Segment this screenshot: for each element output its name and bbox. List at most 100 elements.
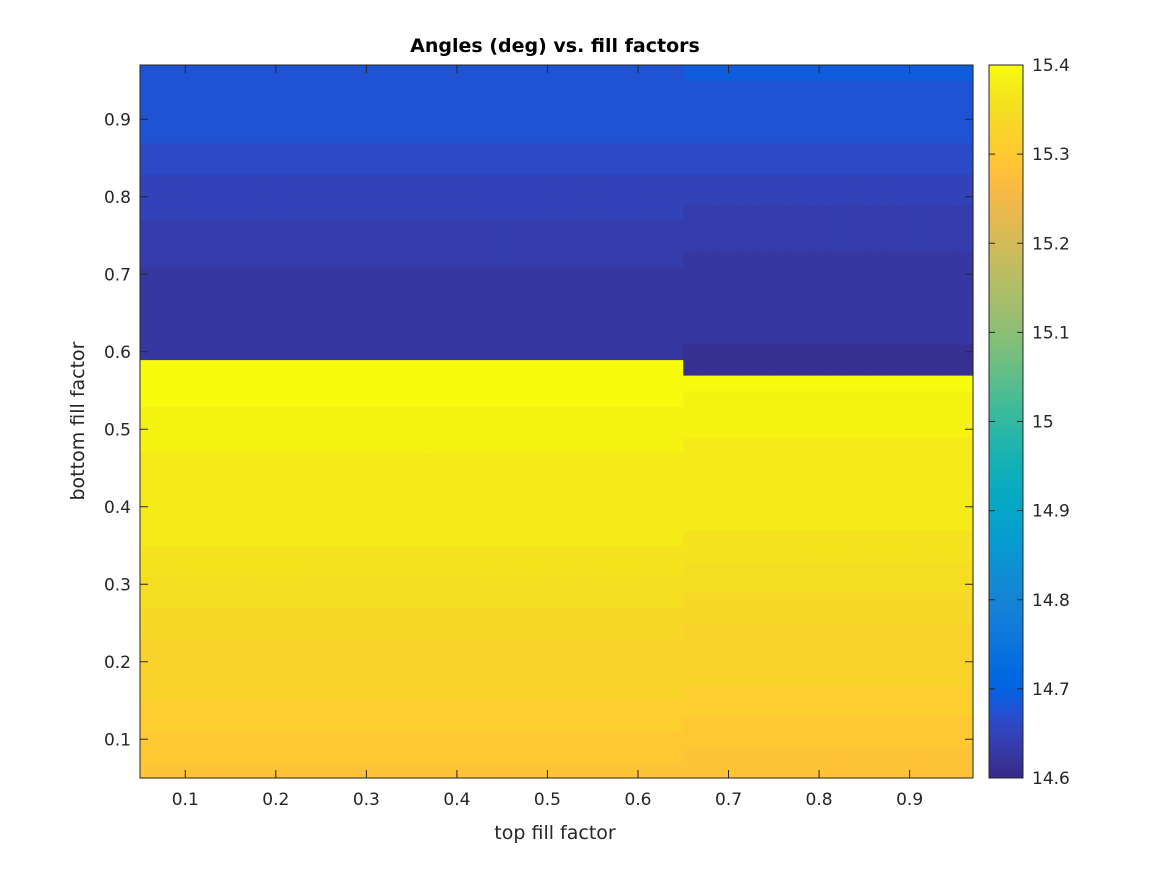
heatmap-cell	[302, 731, 322, 748]
heatmap-cell	[520, 762, 539, 779]
heatmap-cell	[719, 204, 739, 221]
heatmap-cell	[737, 592, 757, 609]
heatmap-cell	[954, 669, 974, 686]
heatmap-cell	[465, 762, 485, 779]
heatmap-cell	[810, 716, 829, 733]
heatmap-cell	[158, 266, 177, 283]
heatmap-cell	[140, 623, 159, 640]
heatmap-cell	[375, 468, 395, 485]
heatmap-cell	[592, 592, 612, 609]
heatmap-cell	[484, 390, 503, 407]
heatmap-cell	[465, 623, 485, 640]
heatmap-cell	[755, 731, 775, 748]
heatmap-cell	[882, 344, 902, 361]
heatmap-cell	[846, 654, 865, 671]
heatmap-cell	[339, 328, 358, 345]
heatmap-cell	[230, 297, 250, 314]
heatmap-cell	[954, 700, 974, 717]
heatmap-cell	[791, 251, 811, 268]
heatmap-cell	[647, 561, 666, 578]
heatmap-cell	[791, 313, 811, 330]
heatmap-cell	[828, 344, 847, 361]
heatmap-cell	[665, 468, 684, 485]
heatmap-cell	[447, 266, 467, 283]
heatmap-cell	[484, 452, 503, 469]
heatmap-cell	[248, 731, 268, 748]
heatmap-cell	[393, 80, 413, 97]
heatmap-cell	[429, 173, 449, 190]
heatmap-cell	[900, 173, 920, 190]
heatmap-cell	[900, 700, 920, 717]
heatmap-cell	[628, 576, 648, 593]
heatmap-cell	[719, 700, 739, 717]
heatmap-cell	[375, 638, 395, 655]
heatmap-cell	[828, 266, 847, 283]
y-tick-label: 0.3	[104, 575, 131, 595]
heatmap-cell	[701, 80, 721, 97]
heatmap-cell	[773, 561, 793, 578]
heatmap-cell	[484, 96, 503, 113]
heatmap-cell	[248, 561, 268, 578]
heatmap-cell	[810, 654, 829, 671]
heatmap-cell	[502, 359, 521, 376]
heatmap-cell	[610, 468, 630, 485]
heatmap-cell	[918, 251, 938, 268]
heatmap-cell	[411, 468, 431, 485]
heatmap-cell	[465, 96, 485, 113]
heatmap-cell	[158, 375, 177, 392]
heatmap-cell	[520, 220, 539, 237]
heatmap-cell	[791, 406, 811, 423]
heatmap-cell	[755, 220, 775, 237]
heatmap-cell	[574, 220, 594, 237]
heatmap-cell	[810, 623, 829, 640]
heatmap-cell	[592, 235, 612, 252]
heatmap-cell	[194, 514, 214, 531]
heatmap-cell	[773, 654, 793, 671]
heatmap-cell	[465, 344, 485, 361]
heatmap-cell	[810, 158, 829, 175]
heatmap-cell	[647, 80, 666, 97]
heatmap-cell	[773, 297, 793, 314]
heatmap-cell	[719, 142, 739, 159]
heatmap-cell	[302, 452, 322, 469]
heatmap-cell	[212, 762, 232, 779]
heatmap-cell	[846, 220, 865, 237]
heatmap-cell	[755, 762, 775, 779]
heatmap-cell	[556, 344, 576, 361]
heatmap-cell	[194, 545, 214, 562]
heatmap-cell	[411, 359, 431, 376]
heatmap-cell	[610, 375, 630, 392]
heatmap-cell	[484, 80, 503, 97]
heatmap-cell	[701, 328, 721, 345]
heatmap-cell	[719, 375, 739, 392]
heatmap-cell	[465, 716, 485, 733]
heatmap-cell	[683, 96, 702, 113]
heatmap-cell	[683, 638, 702, 655]
heatmap-cell	[176, 638, 195, 655]
heatmap-cell	[610, 452, 630, 469]
heatmap-cell	[665, 747, 684, 764]
heatmap-cell	[846, 762, 865, 779]
heatmap-cell	[936, 189, 956, 206]
heatmap-cell	[954, 685, 974, 702]
heatmap-cell	[556, 297, 576, 314]
heatmap-cell	[628, 313, 648, 330]
heatmap-cell	[339, 127, 358, 144]
heatmap-cell	[610, 189, 630, 206]
heatmap-cell	[719, 654, 739, 671]
heatmap-cell	[502, 747, 521, 764]
colorbar-tick-label: 14.8	[1032, 591, 1070, 611]
heatmap-cell	[683, 545, 702, 562]
heatmap-cell	[357, 406, 377, 423]
heatmap-cell	[683, 561, 702, 578]
heatmap-cell	[864, 282, 884, 299]
heatmap-cell	[158, 452, 177, 469]
heatmap-cell	[339, 499, 358, 516]
heatmap-cell	[592, 530, 612, 547]
heatmap-cell	[429, 266, 449, 283]
heatmap-cell	[918, 468, 938, 485]
heatmap-cell	[176, 437, 195, 454]
heatmap-cell	[556, 375, 576, 392]
heatmap-cell	[465, 669, 485, 686]
heatmap-cell	[465, 158, 485, 175]
